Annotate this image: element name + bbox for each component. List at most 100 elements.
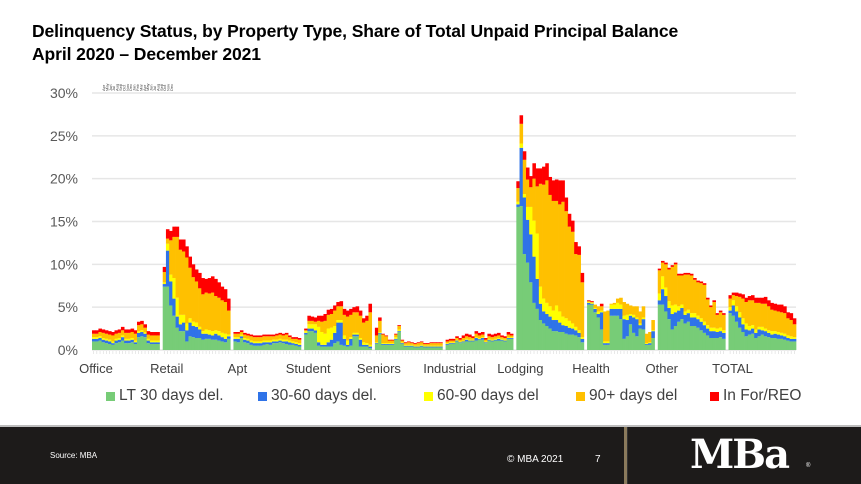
bar-segment-d90p <box>310 320 315 325</box>
bar-segment-d60_90 <box>760 326 765 331</box>
bar-segment-d30_60 <box>374 343 379 345</box>
bar-segment-LT30 <box>104 343 109 350</box>
bar-segment-d90p <box>349 314 353 338</box>
bar-segment-d60_90 <box>477 338 482 339</box>
bar-segment-LT30 <box>143 337 147 350</box>
bar-segment-d60_90 <box>185 323 189 331</box>
bar-segment-LT30 <box>728 313 733 350</box>
bar-segment-reo <box>288 335 292 338</box>
bar-segment-d30_60 <box>255 343 260 346</box>
bar-segment-reo <box>744 297 749 303</box>
bar-segment-d60_90 <box>349 337 353 339</box>
bar-segment-d30_60 <box>596 314 601 318</box>
bar-segment-reo <box>140 320 144 325</box>
bar-segment-reo <box>345 310 350 317</box>
bar-segment-d90p <box>770 309 774 332</box>
bar-segment-d60_90 <box>156 340 160 343</box>
bar-segment-d60_90 <box>169 274 173 282</box>
bar-segment-reo <box>156 332 160 336</box>
bar-segment-d60_90 <box>407 344 411 346</box>
bar-segment-d30_60 <box>561 325 565 333</box>
bar-segment-reo <box>487 333 491 337</box>
bar-segment-d90p <box>468 337 472 340</box>
bar-segment-reo <box>92 330 96 334</box>
bar-segment-d60_90 <box>657 293 662 301</box>
bar-segment-d90p <box>413 344 418 346</box>
bar-segment-reo <box>558 180 562 205</box>
bar-segment-d30_60 <box>641 319 646 330</box>
bar-segment-d30_60 <box>776 334 781 339</box>
bar-segment-d30_60 <box>734 311 739 322</box>
bar-segment-d30_60 <box>194 326 199 339</box>
bar-segment-d90p <box>741 298 745 319</box>
bar-segment-d60_90 <box>313 324 318 331</box>
bar-segment-LT30 <box>223 342 228 350</box>
bar-segment-d60_90 <box>670 305 675 315</box>
bar-segment-LT30 <box>664 311 668 350</box>
bar-segment-d60_90 <box>667 301 671 309</box>
bar-segment-LT30 <box>500 340 504 350</box>
bar-segment-d90p <box>792 324 797 338</box>
bar-segment-d60_90 <box>474 337 479 339</box>
bar-segment-d90p <box>227 310 231 335</box>
bar-group-total <box>728 292 797 350</box>
stacked-bar-chart: 0% 5% 10% 15% 20% 25% 30% Office Retail Apt Stude… <box>50 83 797 376</box>
bar-segment-d30_60 <box>593 308 598 313</box>
bar-segment-LT30 <box>509 338 514 350</box>
bar-segment-d60_90 <box>480 337 485 339</box>
bar-segment-d60_90 <box>149 340 154 343</box>
bar-segment-d60_90 <box>561 316 565 326</box>
month-label: Jun <box>149 85 154 91</box>
bar-segment-d30_60 <box>477 338 482 340</box>
bar-segment-LT30 <box>362 346 366 350</box>
bar-segment-d30_60 <box>165 250 170 287</box>
bar-segment-d30_60 <box>342 338 347 346</box>
bar-segment-d90p <box>641 306 646 318</box>
bar-segment-LT30 <box>648 344 652 350</box>
bar-segment-d60_90 <box>358 338 363 340</box>
bar-segment-d90p <box>400 340 405 343</box>
bar-segment-d60_90 <box>307 324 311 329</box>
bar-segment-LT30 <box>101 342 106 350</box>
bar-segment-d60_90 <box>416 345 421 347</box>
bar-segment-d60_90 <box>423 345 427 347</box>
bar-segment-LT30 <box>734 321 739 350</box>
bar-segment-d30_60 <box>172 298 176 316</box>
bar-segment-d60_90 <box>294 342 299 344</box>
bar-segment-reo <box>294 337 299 339</box>
bar-segment-reo <box>175 226 180 237</box>
bar-segment-d90p <box>632 306 636 315</box>
bar-segment-d30_60 <box>365 344 369 347</box>
bar-segment-reo <box>542 166 546 185</box>
bar-segment-LT30 <box>201 339 205 350</box>
bar-segment-d90p <box>789 320 794 337</box>
bar-segment-LT30 <box>407 346 411 350</box>
bar-segment-d30_60 <box>754 332 758 339</box>
bar-segment-LT30 <box>140 336 144 350</box>
bar-segment-d60_90 <box>323 333 328 345</box>
bar-segment-reo <box>278 332 283 335</box>
bar-segment-d60_90 <box>468 339 472 341</box>
bar-segment-d30_60 <box>320 344 324 347</box>
bar-segment-d60_90 <box>336 320 340 323</box>
bar-segment-d30_60 <box>503 340 508 342</box>
bar-segment-d60_90 <box>754 329 758 333</box>
bar-segment-reo <box>130 328 135 333</box>
bar-segment-LT30 <box>374 344 379 350</box>
bar-segment-d60_90 <box>345 340 350 345</box>
bar-segment-d30_60 <box>156 342 160 344</box>
bar-segment-reo <box>673 262 678 265</box>
bar-segment-d30_60 <box>535 278 540 309</box>
bar-segment-reo <box>358 310 363 316</box>
bar-segment-d30_60 <box>570 328 575 335</box>
bar-segment-d60_90 <box>651 330 655 332</box>
month-label: May <box>145 83 150 91</box>
bar-segment-d60_90 <box>426 345 430 347</box>
bar-segment-d60_90 <box>281 339 286 342</box>
bar-segment-d30_60 <box>464 339 469 342</box>
bar-segment-reo <box>670 265 675 267</box>
bar-segment-d90p <box>538 183 543 287</box>
bar-segment-d30_60 <box>644 344 649 345</box>
bar-segment-d30_60 <box>747 330 752 335</box>
bar-segment-d60_90 <box>310 324 315 329</box>
